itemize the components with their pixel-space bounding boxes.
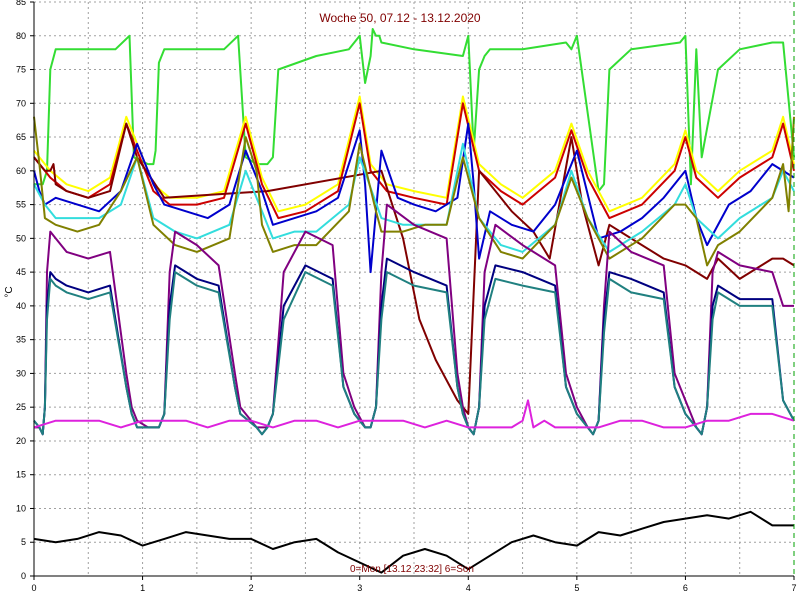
series-line [33,510,794,574]
series-line [34,28,795,193]
series-line [33,271,795,436]
x-tick-label: 4 [466,583,471,593]
data-series [33,28,795,574]
y-tick-label: 55 [16,200,26,210]
axes [33,2,795,577]
y-tick-label: 0 [21,571,26,581]
y-tick-label: 10 [16,503,26,513]
series-line [33,399,795,429]
x-tick-label: 6 [683,583,688,593]
chart-title: Woche 50, 07.12 - 13.12.2020 [319,11,481,25]
y-tick-label: 65 [16,132,26,142]
series-line [33,122,795,415]
x-tick-label: 7 [791,583,796,593]
x-tick-label: 1 [140,583,145,593]
y-tick-label: 80 [16,31,26,41]
y-tick-label: 60 [16,166,26,176]
y-axis-label: °C [4,286,15,297]
y-tick-label: 5 [21,537,26,547]
x-tick-label: 0 [31,583,36,593]
y-tick-label: 50 [16,233,26,243]
y-tick-label: 40 [16,301,26,311]
series-line [33,95,795,213]
y-tick-label: 20 [16,436,26,446]
y-tick-label: 25 [16,402,26,412]
y-tick-label: 15 [16,470,26,480]
time-footer: 0=Mon [13.12 23:32] 6=Son [350,564,474,575]
y-tick-label: 30 [16,368,26,378]
y-tick-label: 35 [16,335,26,345]
y-tick-label: 85 [16,0,26,7]
x-tick-label: 3 [357,583,362,593]
x-tick-label: 5 [574,583,579,593]
y-tick-label: 45 [16,267,26,277]
y-tick-label: 70 [16,98,26,108]
series-line [33,122,795,274]
series-line [33,116,795,267]
y-tick-label: 75 [16,65,26,75]
grid [34,1,794,576]
x-tick-label: 2 [249,583,254,593]
